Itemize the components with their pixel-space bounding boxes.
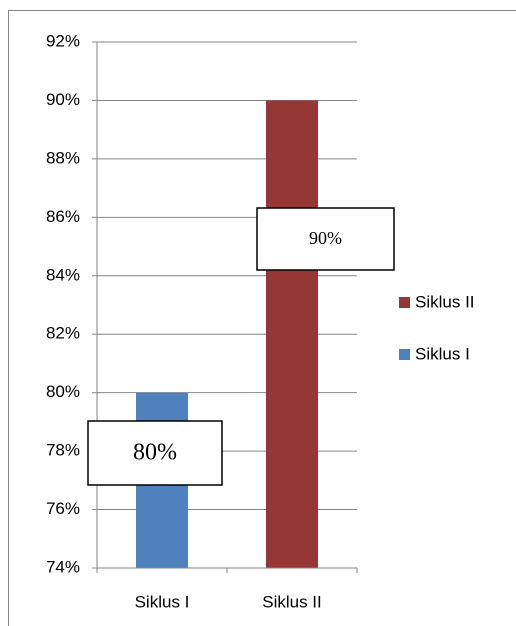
y-tick-label: 92% xyxy=(46,31,80,50)
legend-swatch xyxy=(399,297,410,308)
value-label: 90% xyxy=(309,228,342,248)
y-tick-label: 78% xyxy=(46,441,80,460)
y-tick-label: 86% xyxy=(46,207,80,226)
bar xyxy=(266,100,318,568)
value-label-box xyxy=(87,420,223,486)
chart-border xyxy=(8,10,516,626)
y-tick-label: 88% xyxy=(46,148,80,167)
value-label-box xyxy=(256,207,395,271)
y-tick-label: 74% xyxy=(46,557,80,576)
y-tick-label: 90% xyxy=(46,90,80,109)
y-tick-label: 76% xyxy=(46,499,80,518)
y-tick-label: 82% xyxy=(46,324,80,343)
legend-label: Siklus I xyxy=(415,344,470,363)
x-tick-label: Siklus II xyxy=(262,592,322,611)
x-tick-label: Siklus I xyxy=(135,592,190,611)
value-label: 80% xyxy=(133,440,177,466)
legend-label: Siklus II xyxy=(415,292,475,311)
y-tick-label: 80% xyxy=(46,382,80,401)
y-tick-label: 84% xyxy=(46,265,80,284)
legend-swatch xyxy=(399,349,410,360)
